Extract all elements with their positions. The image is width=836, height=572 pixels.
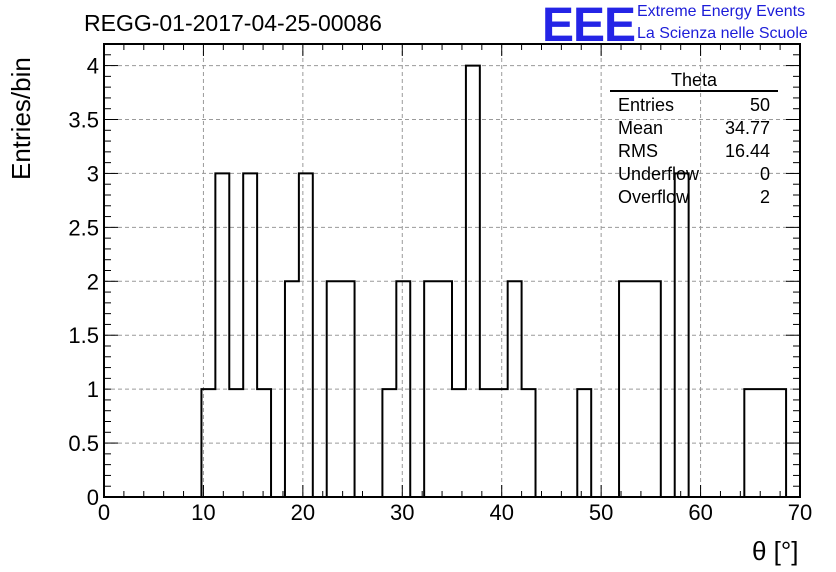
- stats-row-overflow: Overflow 2: [610, 186, 778, 209]
- stats-label: Overflow: [618, 187, 690, 207]
- stats-label: Underflow: [618, 164, 700, 184]
- y-tick-label: 2.5: [68, 215, 99, 240]
- stats-label: RMS: [618, 141, 658, 161]
- y-tick-label: 4: [87, 54, 99, 79]
- stats-row-rms: RMS 16.44: [610, 140, 778, 163]
- stats-row-underflow: Underflow 0: [610, 163, 778, 186]
- eee-logo: EEE: [542, 0, 636, 52]
- y-tick-label: 2: [87, 269, 99, 294]
- x-tick-label: 10: [191, 500, 215, 525]
- stats-value: 16.44: [724, 141, 770, 161]
- y-tick-label: 1.5: [68, 323, 99, 348]
- stats-value: 0: [759, 164, 770, 184]
- x-tick-label: 30: [390, 500, 414, 525]
- x-tick-label: 40: [489, 500, 513, 525]
- x-tick-label: 50: [589, 500, 613, 525]
- stats-value: 50: [749, 95, 770, 115]
- plot-frame: [103, 43, 801, 498]
- histogram-outline: [200, 64, 788, 498]
- y-axis-label: Entries/bin: [6, 57, 36, 180]
- x-tick-label: 70: [788, 500, 812, 525]
- stats-label: Mean: [618, 118, 664, 138]
- stats-value: 2: [759, 187, 770, 207]
- x-axis-label: θ [°]: [752, 536, 799, 566]
- y-tick-label: 1: [87, 377, 99, 402]
- y-tick-label: 0: [87, 485, 99, 510]
- stats-label: Entries: [618, 95, 675, 115]
- y-tick-label: 3: [87, 161, 99, 186]
- chart-title: REGG-01-2017-04-25-00086: [84, 10, 382, 36]
- stats-box: Theta Entries 50 Mean 34.77 RMS 16.44 Un…: [610, 70, 778, 209]
- logo-line-1: Extreme Energy Events: [637, 3, 806, 20]
- stats-value: 34.77: [724, 118, 770, 138]
- x-tick-label: 0: [98, 500, 110, 525]
- x-tick-label: 20: [291, 500, 315, 525]
- logo-line-2: La Scienza nelle Scuole: [637, 25, 808, 42]
- stats-row-mean: Mean 34.77: [610, 117, 778, 140]
- y-tick-label: 3.5: [68, 108, 99, 133]
- x-tick-label: 60: [688, 500, 712, 525]
- stats-title: Theta: [610, 70, 778, 92]
- y-tick-label: 0.5: [68, 431, 99, 456]
- stats-row-entries: Entries 50: [610, 94, 778, 117]
